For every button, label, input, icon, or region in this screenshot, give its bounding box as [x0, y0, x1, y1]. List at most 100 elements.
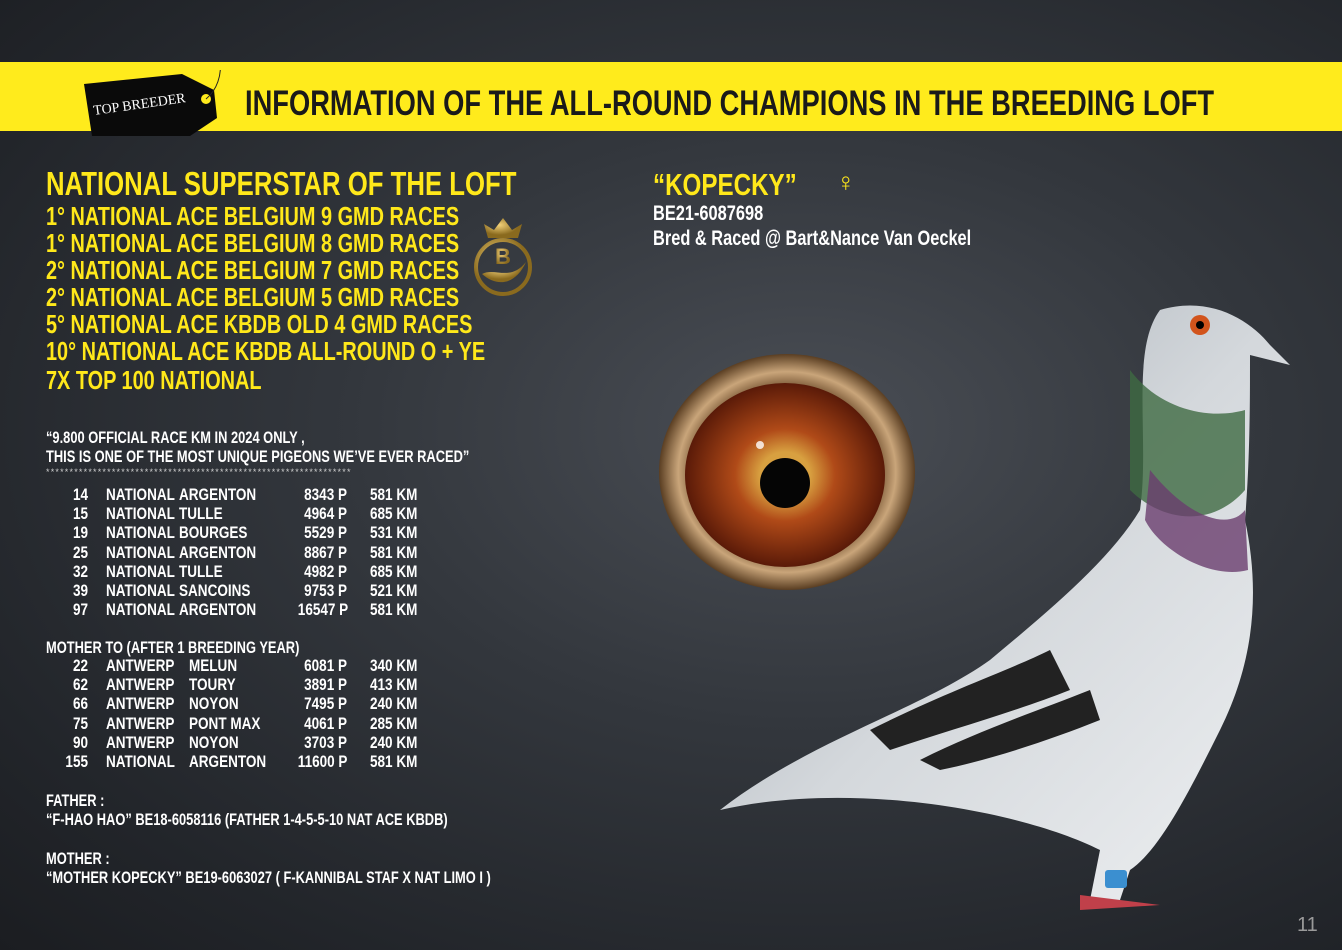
cell-distance: 240 KM	[370, 733, 418, 752]
cell-distance: 240 KM	[370, 695, 418, 714]
cell-position: 14	[72, 486, 88, 504]
cell-position: 75	[72, 714, 88, 733]
cell-race-type: NATIONAL	[106, 562, 175, 581]
tag-shape	[84, 74, 217, 136]
cell-position: 90	[72, 733, 88, 752]
cell-race-type: NATIONAL	[106, 601, 175, 620]
page-title: INFORMATION OF THE ALL-ROUND CHAMPIONS I…	[245, 84, 1215, 123]
cell-distance: 581 KM	[370, 543, 418, 562]
cell-position: 66	[72, 695, 88, 714]
cell-position: 97	[72, 601, 88, 620]
cell-position: 25	[72, 543, 88, 562]
cell-race-type: NATIONAL	[106, 543, 175, 562]
quote-line: THIS IS ONE OF THE MOST UNIQUE PIGEONS W…	[46, 448, 470, 466]
cell-race-type: NATIONAL	[106, 752, 175, 771]
pigeon-eye-image	[659, 354, 915, 590]
father-section: FATHER : “F-HAO HAO” BE18-6058116 (FATHE…	[46, 792, 448, 830]
cell-race-type: NATIONAL	[106, 524, 175, 543]
cell-race-type: ANTWERP	[106, 733, 175, 752]
cell-location: MELUN	[189, 657, 238, 675]
achievement-item: 1° NATIONAL ACE BELGIUM 8 GMD RACES	[46, 230, 460, 258]
cell-position: 32	[72, 562, 88, 581]
achievements-list: 1° NATIONAL ACE BELGIUM 9 GMD RACES 1° N…	[46, 204, 485, 395]
header-banner	[0, 62, 1342, 131]
quote: “9.800 OFFICIAL RACE KM IN 2024 ONLY , T…	[46, 429, 469, 467]
cell-location: TOURY	[189, 676, 236, 695]
cell-distance: 413 KM	[370, 676, 418, 695]
achievement-item: 10° NATIONAL ACE KBDB ALL-ROUND O + YE	[46, 338, 486, 366]
cell-location: NOYON	[189, 733, 239, 752]
mother-label: MOTHER :	[46, 850, 110, 868]
cell-distance: 581 KM	[370, 752, 418, 771]
emblem-letter: B	[495, 244, 511, 269]
kbdb-emblem: B	[474, 218, 532, 296]
achievement-item: 1° NATIONAL ACE BELGIUM 9 GMD RACES	[46, 203, 460, 231]
mother-section: MOTHER : “MOTHER KOPECKY” BE19-6063027 (…	[46, 850, 491, 888]
cell-race-type: NATIONAL	[106, 581, 175, 600]
cell-participants: 9753 P	[304, 581, 347, 600]
cell-distance: 340 KM	[370, 657, 418, 675]
cell-distance: 685 KM	[370, 562, 418, 581]
cell-participants: 6081 P	[304, 657, 347, 675]
cell-location: NOYON	[189, 695, 239, 714]
achievement-item: 2° NATIONAL ACE BELGIUM 7 GMD RACES	[46, 257, 460, 285]
cell-participants: 4964 P	[304, 505, 347, 524]
cell-participants: 4061 P	[304, 714, 347, 733]
bird-icon	[482, 262, 526, 283]
cell-participants: 8867 P	[304, 543, 347, 562]
crown-icon	[484, 218, 522, 238]
cell-distance: 581 KM	[370, 486, 418, 504]
cell-race-type: NATIONAL	[106, 486, 175, 504]
cell-location: TULLE	[179, 505, 223, 524]
tag-string	[205, 70, 221, 100]
cell-location: BOURGES	[179, 524, 248, 543]
top-breeder-tag: TOP BREEDER	[84, 70, 221, 136]
achievement-item: 7X TOP 100 NATIONAL	[46, 367, 262, 395]
cell-distance: 581 KM	[370, 601, 418, 620]
cell-participants: 8343 P	[304, 486, 347, 504]
cell-position: 22	[72, 657, 88, 675]
cell-participants: 4982 P	[304, 562, 347, 581]
cell-location: ARGENTON	[189, 752, 267, 771]
pigeon-image	[720, 305, 1290, 910]
breeder-info: Bred & Raced @ Bart&Nance Van Oeckel	[653, 227, 972, 250]
cell-location: ARGENTON	[179, 601, 257, 620]
cell-distance: 531 KM	[370, 524, 418, 543]
star-divider: ****************************************…	[46, 467, 352, 477]
cell-position: 155	[65, 752, 88, 771]
cell-participants: 16547 P	[297, 601, 349, 620]
cell-distance: 685 KM	[370, 505, 418, 524]
section-heading: NATIONAL SUPERSTAR OF THE LOFT	[46, 165, 517, 202]
female-icon: ♀	[836, 167, 856, 197]
cell-participants: 3891 P	[304, 676, 347, 695]
cell-participants: 7495 P	[304, 695, 347, 714]
father-info: “F-HAO HAO” BE18-6058116 (FATHER 1-4-5-5…	[46, 811, 448, 829]
cell-position: 15	[72, 505, 88, 524]
cell-participants: 3703 P	[304, 733, 347, 752]
quote-line: “9.800 OFFICIAL RACE KM IN 2024 ONLY ,	[46, 429, 305, 447]
cell-location: TULLE	[179, 562, 223, 581]
cell-participants: 5529 P	[304, 524, 347, 543]
cell-location: ARGENTON	[179, 543, 257, 562]
cell-location: PONT MAX	[189, 714, 261, 733]
father-label: FATHER :	[46, 792, 105, 810]
cell-race-type: NATIONAL	[106, 505, 175, 524]
cell-race-type: ANTWERP	[106, 676, 175, 695]
ring-number: BE21-6087698	[653, 202, 764, 225]
page-number: 11	[1297, 914, 1318, 936]
cell-location: ARGENTON	[179, 486, 257, 504]
achievement-item: 2° NATIONAL ACE BELGIUM 5 GMD RACES	[46, 284, 460, 312]
pigeon-name: “KOPECKY”	[653, 167, 797, 202]
cell-location: SANCOINS	[179, 581, 251, 600]
achievement-item: 5° NATIONAL ACE KBDB OLD 4 GMD RACES	[46, 311, 473, 339]
cell-position: 39	[72, 581, 88, 600]
mother-info: “MOTHER KOPECKY” BE19-6063027 ( F-KANNIB…	[46, 869, 491, 887]
emblem-ring	[474, 238, 532, 296]
cell-participants: 11600 P	[297, 752, 348, 771]
cell-position: 62	[72, 676, 88, 695]
cell-race-type: ANTWERP	[106, 695, 175, 714]
cell-position: 19	[72, 524, 88, 543]
cell-race-type: ANTWERP	[106, 657, 175, 675]
cell-race-type: ANTWERP	[106, 714, 175, 733]
cell-distance: 285 KM	[370, 714, 418, 733]
